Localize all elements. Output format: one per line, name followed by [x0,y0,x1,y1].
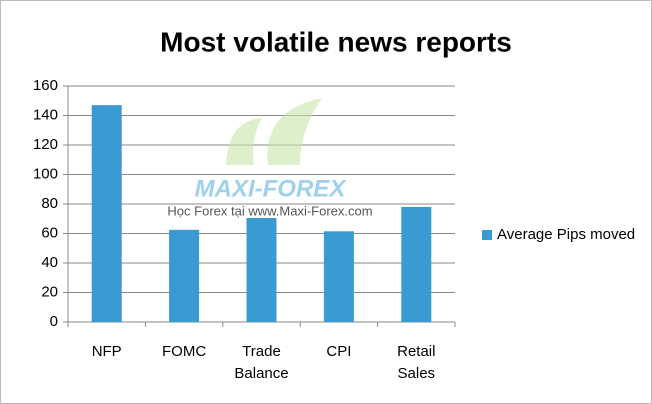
bar [246,218,277,322]
x-tick-label: FOMC [162,343,207,360]
x-tick-label: Retail Sales [397,343,436,382]
bar [323,231,354,322]
y-tick-label: 160 [33,77,58,94]
bar [169,229,200,322]
y-tick-label: 60 [41,224,58,241]
x-tick-label: NFP [91,343,122,360]
y-tick-label: 100 [33,165,58,182]
y-tick-label: 20 [41,283,58,300]
x-tick-label: CPI [326,343,352,360]
chart-title: Most volatile news reports [160,26,512,57]
y-tick-label: 40 [41,254,58,271]
watermark-brand: MAXI-FOREX [195,175,348,202]
legend-label: Average Pips moved [497,226,635,243]
x-tick-label: Trade Balance [234,343,289,382]
y-tick-label: 120 [33,136,58,153]
watermark-tagline: Học Forex tại www.Maxi-Forex.com [167,203,372,218]
y-tick-label: 0 [50,313,58,330]
legend-swatch [482,230,492,240]
watermark-logo [226,98,322,165]
y-tick-label: 80 [41,195,58,212]
y-tick-label: 140 [33,106,58,123]
bar [401,206,432,322]
bar [91,105,122,322]
